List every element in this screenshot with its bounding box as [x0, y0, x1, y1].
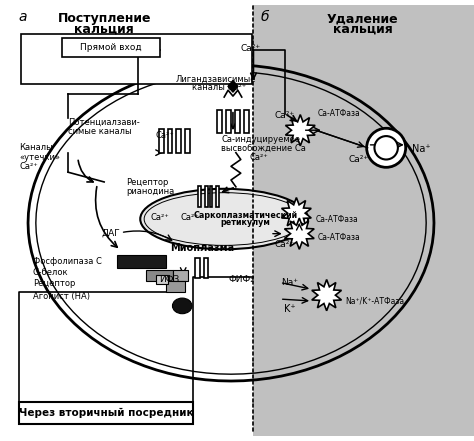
Bar	[21, 34, 253, 84]
Text: Ca²⁺: Ca²⁺	[19, 162, 38, 172]
Text: Ca²⁺: Ca²⁺	[348, 155, 368, 164]
Text: Удаление: Удаление	[327, 12, 399, 25]
Polygon shape	[282, 198, 311, 229]
Text: Na⁺: Na⁺	[411, 144, 430, 154]
Text: Ca²⁺: Ca²⁺	[156, 131, 174, 140]
Text: Na⁺/K⁺-АТФаза: Na⁺/K⁺-АТФаза	[345, 296, 404, 306]
Text: Поступление: Поступление	[57, 12, 151, 25]
Polygon shape	[285, 115, 315, 146]
Circle shape	[374, 136, 398, 160]
Text: б: б	[260, 10, 269, 24]
Text: Через вторичный посредник: Через вторичный посредник	[19, 408, 193, 418]
Text: «утечки»: «утечки»	[19, 153, 60, 162]
Text: Саркоплазматический: Саркоплазматический	[193, 211, 298, 220]
Bar	[235, 110, 240, 133]
Text: Ca-АТФаза: Ca-АТФаза	[318, 233, 361, 242]
Bar	[244, 110, 248, 133]
Text: рианодина: рианодина	[127, 187, 175, 196]
Polygon shape	[284, 218, 314, 249]
Bar	[204, 258, 208, 277]
Text: Ca²⁺: Ca²⁺	[181, 213, 200, 221]
Bar	[176, 129, 181, 153]
Bar	[173, 270, 188, 280]
Bar	[195, 258, 200, 277]
Text: Фосфолипаза С: Фосфолипаза С	[33, 258, 102, 266]
Text: Ca²⁺: Ca²⁺	[150, 213, 169, 221]
Text: кальция: кальция	[74, 23, 134, 36]
Circle shape	[322, 290, 331, 300]
Bar	[168, 129, 173, 153]
Bar	[205, 186, 208, 207]
Bar	[62, 37, 160, 57]
Ellipse shape	[140, 189, 308, 249]
Circle shape	[367, 128, 406, 167]
Text: Ca²⁺: Ca²⁺	[241, 44, 261, 53]
Bar	[146, 270, 173, 280]
Ellipse shape	[173, 298, 192, 314]
Circle shape	[295, 125, 305, 135]
Bar	[218, 110, 222, 133]
Text: Агонист (НА): Агонист (НА)	[33, 292, 90, 301]
Text: Ca²⁺: Ca²⁺	[275, 111, 295, 120]
Text: Прямой вход: Прямой вход	[80, 43, 142, 52]
Text: Ca²⁺: Ca²⁺	[275, 240, 295, 249]
Text: Потенциалзави-: Потенциалзави-	[68, 118, 140, 127]
Text: а: а	[18, 10, 27, 24]
Text: кальция: кальция	[333, 23, 392, 36]
Text: симые каналы: симые каналы	[68, 127, 132, 136]
Bar	[19, 403, 193, 424]
Bar	[159, 129, 164, 153]
Polygon shape	[228, 80, 238, 92]
Bar	[254, 5, 474, 436]
Text: Миоплазма: Миоплазма	[170, 243, 234, 253]
Text: ретикулум: ретикулум	[221, 218, 271, 228]
Circle shape	[292, 208, 301, 218]
Text: Каналы: Каналы	[19, 143, 53, 152]
Bar	[165, 281, 185, 292]
Text: G-белок: G-белок	[33, 268, 69, 277]
Bar	[216, 186, 219, 207]
Bar	[185, 129, 190, 153]
Polygon shape	[312, 280, 341, 311]
Bar	[210, 186, 212, 207]
Bar	[156, 275, 168, 284]
Text: Ca-АТФаза: Ca-АТФаза	[316, 214, 359, 224]
Text: Рецептор: Рецептор	[33, 279, 75, 288]
Text: Ca-индуцируемое: Ca-индуцируемое	[221, 135, 300, 144]
Text: Рецептор: Рецептор	[127, 178, 169, 187]
Bar	[226, 110, 231, 133]
Text: Na⁺: Na⁺	[281, 278, 298, 287]
Text: Лигандзависимые: Лигандзависимые	[175, 75, 256, 84]
Text: Ca-АТФаза: Ca-АТФаза	[318, 109, 361, 118]
Text: высвобождение Ca: высвобождение Ca	[221, 144, 306, 153]
Bar	[117, 255, 165, 268]
Text: каналы Ca²⁺: каналы Ca²⁺	[192, 83, 246, 93]
Text: Ca²⁺: Ca²⁺	[249, 153, 268, 162]
Circle shape	[294, 229, 304, 239]
Text: ИФЗ: ИФЗ	[159, 275, 180, 284]
Text: K⁺: K⁺	[284, 304, 295, 314]
Bar	[198, 186, 201, 207]
Text: ДАГ: ДАГ	[101, 228, 120, 237]
Text: ФИФ₂: ФИФ₂	[228, 275, 254, 284]
